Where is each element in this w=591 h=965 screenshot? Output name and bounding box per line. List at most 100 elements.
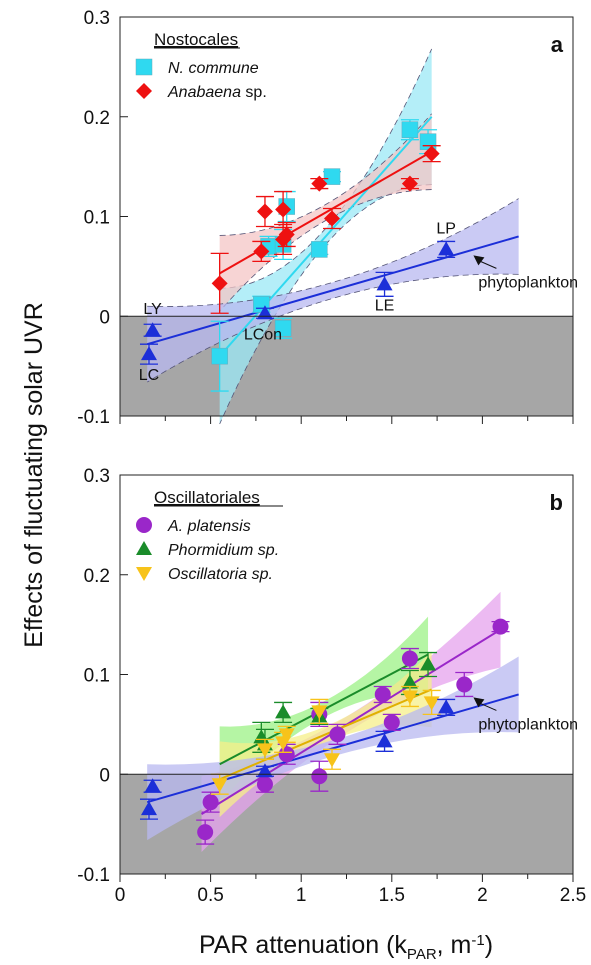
phytoplankton-arrow-line	[480, 702, 497, 711]
data-point-0-6	[329, 726, 346, 743]
data-point-3-4	[438, 699, 455, 714]
data-point-3-3	[376, 733, 393, 748]
fit-line-2	[146, 235, 519, 346]
data-point-2-1	[256, 743, 273, 758]
x-tick-label: 2.5	[560, 885, 586, 906]
data-point-1-5	[420, 656, 437, 671]
site-label-LC: LC	[139, 367, 159, 384]
legend-entry-2: Oscillatoria sp.	[168, 566, 273, 583]
data-point-1-8	[401, 175, 418, 192]
site-label-LY: LY	[143, 301, 162, 318]
phytoplankton-arrow-icon	[473, 697, 485, 708]
legend-entry-name: Oscillatoria sp.	[168, 566, 273, 583]
panel-letter: b	[550, 490, 563, 515]
data-point-0-8	[383, 714, 400, 731]
x-tick-label: 1.5	[379, 885, 405, 906]
data-point-2-1	[140, 346, 157, 361]
legend-marker-0	[136, 517, 152, 533]
phytoplankton-annotation: phytoplankton	[478, 716, 578, 733]
legend-entry-0: N. commune	[168, 60, 259, 77]
y-tick-label: -0.1	[77, 865, 110, 886]
fit-line-3	[146, 693, 519, 804]
data-point-0-7	[374, 686, 391, 703]
x-axis-title: PAR attenuation (kPAR, m-1)	[199, 931, 493, 963]
data-point-3-0	[144, 778, 161, 793]
data-point-2-7	[423, 696, 440, 711]
data-point-3-1	[140, 801, 157, 816]
y-tick-label: 0	[99, 765, 110, 786]
legend-marker-2	[136, 567, 152, 581]
data-point-2-4	[311, 705, 328, 720]
data-point-0-8	[401, 121, 419, 138]
y-tick-label: 0.1	[84, 666, 110, 687]
data-point-0-1	[202, 794, 219, 811]
legend-entry-name: Anabaena	[167, 84, 241, 101]
data-point-1-6	[311, 175, 328, 192]
x-axis-title-middle: , m	[437, 931, 472, 959]
legend-entry-1: Anabaena sp.	[167, 84, 267, 101]
panel-a: LY LC LCon LE LP phytoplankton -0.1 0 0.1 0.2 0.3 a…	[77, 8, 578, 428]
data-point-2-5	[324, 753, 341, 768]
data-point-2-6	[401, 690, 418, 705]
fit-line-1	[219, 150, 433, 275]
x-tick-label: 2	[477, 885, 488, 906]
data-point-0-5	[274, 319, 292, 337]
y-tick-label: 0.2	[84, 566, 110, 587]
legend-marker-0	[135, 58, 153, 76]
data-point-1-4	[401, 674, 418, 689]
site-label-LE: LE	[375, 297, 395, 314]
data-point-0-4	[311, 768, 328, 785]
phytoplankton-arrow-line	[480, 260, 497, 269]
phytoplankton-annotation: phytoplankton	[478, 274, 578, 291]
legend-marker-1	[136, 83, 152, 99]
x-tick-label: 0	[115, 885, 126, 906]
data-point-1-3	[275, 201, 292, 218]
x-tick-label: 1	[296, 885, 307, 906]
x-axis-title-suffix: )	[485, 931, 493, 959]
data-point-0-2	[256, 776, 273, 793]
panel-letter: a	[551, 32, 564, 57]
site-label-LP: LP	[436, 220, 456, 237]
y-tick-label: 0.3	[84, 466, 110, 487]
band-edge-upper-1	[219, 113, 432, 236]
data-point-1-9	[423, 145, 440, 162]
legend-title: Oscillatoriales	[154, 488, 260, 507]
data-point-0-3	[278, 746, 295, 763]
site-label-LCon: LCon	[244, 326, 282, 343]
band-edge-lower-2	[146, 273, 519, 383]
y-tick-label: 0	[99, 307, 110, 328]
legend-entry-name: N. commune	[168, 60, 259, 77]
y-tick-label: 0.3	[84, 8, 110, 29]
fit-line-2	[219, 688, 433, 781]
phytoplankton-arrow-icon	[473, 255, 485, 266]
band-edge-upper-2	[147, 198, 519, 307]
y-axis-title: Effects of fluctuating solar UVR	[20, 302, 48, 648]
data-point-0-10	[456, 676, 473, 693]
data-point-0-0	[197, 824, 214, 841]
data-point-2-0	[144, 322, 161, 337]
data-point-1-1	[253, 243, 270, 260]
legend-marker-1	[136, 541, 152, 555]
x-axis-title-subscript: PAR	[407, 946, 437, 963]
data-point-1-5	[278, 226, 295, 243]
data-point-1-2	[256, 203, 273, 220]
legend-entry-name: A. platensis	[167, 518, 251, 535]
legend-entry-1: Phormidium sp.	[168, 542, 279, 559]
data-point-0-0	[211, 347, 228, 365]
legend-title: Nostocales	[154, 30, 238, 49]
data-point-2-3	[376, 276, 393, 291]
legend-entry-suffix: sp.	[241, 84, 267, 101]
x-axis-title-prefix: PAR attenuation (k	[199, 931, 407, 959]
legend-entry-name: Phormidium sp.	[168, 542, 279, 559]
data-point-2-3	[278, 728, 295, 743]
x-tick-label: 0.5	[197, 885, 223, 906]
data-point-0-6	[311, 241, 328, 258]
data-point-1-2	[275, 704, 292, 719]
legend-entry-0: A. platensis	[167, 518, 251, 535]
data-point-0-7	[323, 168, 341, 185]
data-point-0-11	[492, 618, 509, 635]
y-tick-label: 0.2	[84, 108, 110, 129]
data-point-2-0	[211, 778, 228, 793]
data-point-1-7	[324, 210, 341, 227]
